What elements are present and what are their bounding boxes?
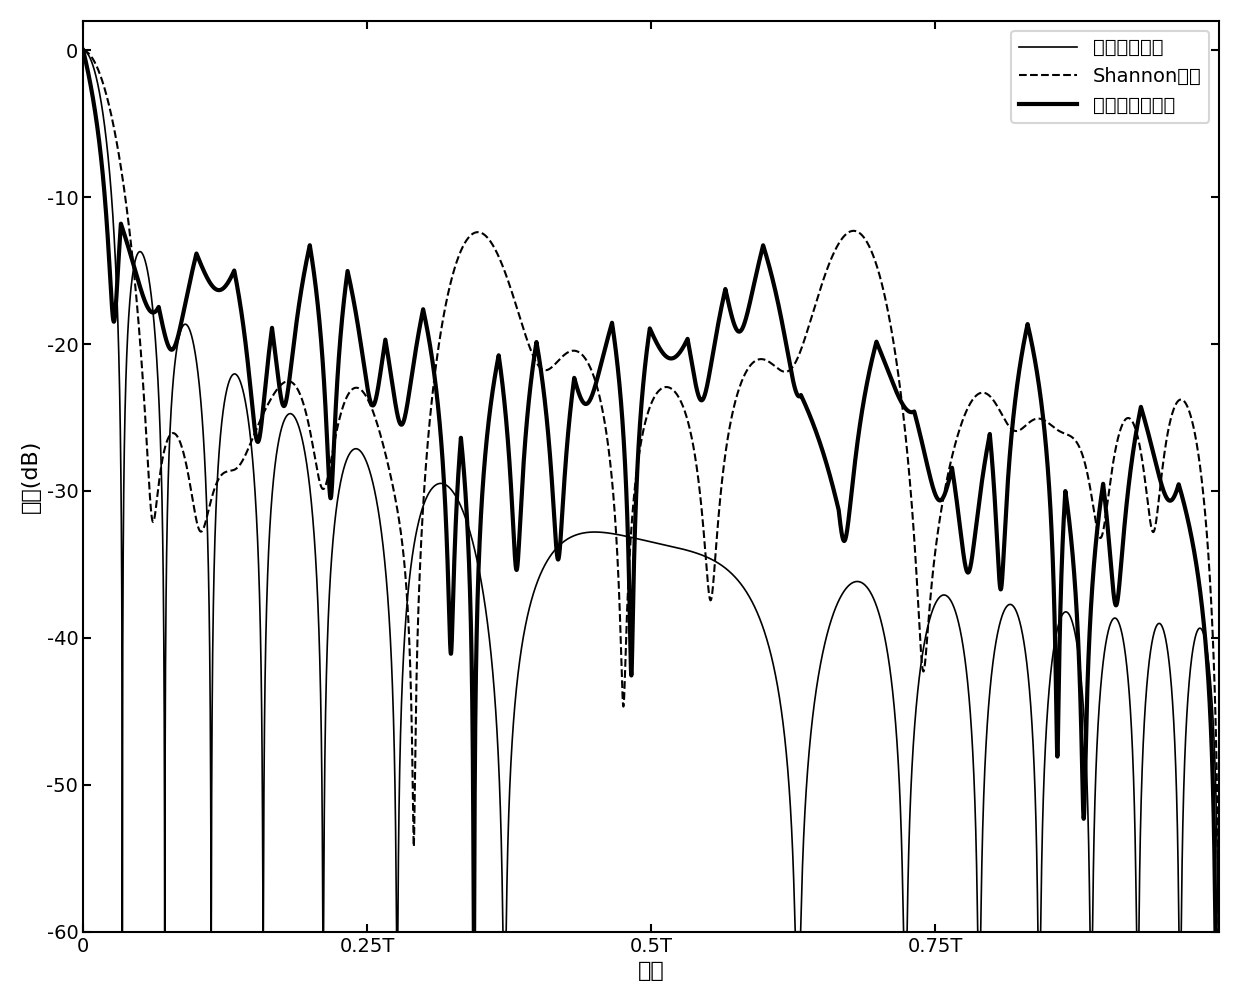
线性调频信号: [487, 688, 502, 700]
本发明设计波形: [466, 926, 481, 938]
线性调频信号: [918, 631, 932, 643]
Legend: 线性调频信号, Shannon波形, 本发明设计波形: 线性调频信号, Shannon波形, 本发明设计波形: [1012, 30, 1209, 122]
Shannon波形: [76, 44, 91, 56]
本发明设计波形: [978, 449, 993, 461]
线性调频信号: [978, 737, 993, 749]
Line: 线性调频信号: 线性调频信号: [83, 50, 1219, 932]
本发明设计波形: [748, 272, 763, 284]
Shannon波形: [1211, 926, 1226, 938]
本发明设计波形: [487, 373, 502, 385]
Shannon波形: [487, 241, 502, 254]
本发明设计波形: [133, 282, 148, 294]
线性调频信号: [748, 602, 763, 614]
Shannon波形: [797, 333, 812, 345]
本发明设计波形: [797, 398, 812, 410]
Shannon波形: [133, 338, 148, 350]
Shannon波形: [978, 388, 993, 400]
线性调频信号: [76, 44, 91, 56]
Shannon波形: [1211, 926, 1226, 938]
本发明设计波形: [1211, 926, 1226, 938]
Y-axis label: 功率(dB): 功率(dB): [21, 440, 41, 513]
Shannon波形: [918, 654, 932, 666]
本发明设计波形: [918, 451, 932, 463]
Shannon波形: [748, 355, 763, 367]
线性调频信号: [133, 245, 148, 258]
线性调频信号: [797, 804, 812, 816]
线性调频信号: [1211, 926, 1226, 938]
线性调频信号: [115, 926, 130, 938]
本发明设计波形: [76, 44, 91, 56]
X-axis label: 延时: 延时: [637, 961, 665, 981]
Line: 本发明设计波形: 本发明设计波形: [83, 50, 1219, 932]
Line: Shannon波形: Shannon波形: [83, 50, 1219, 932]
